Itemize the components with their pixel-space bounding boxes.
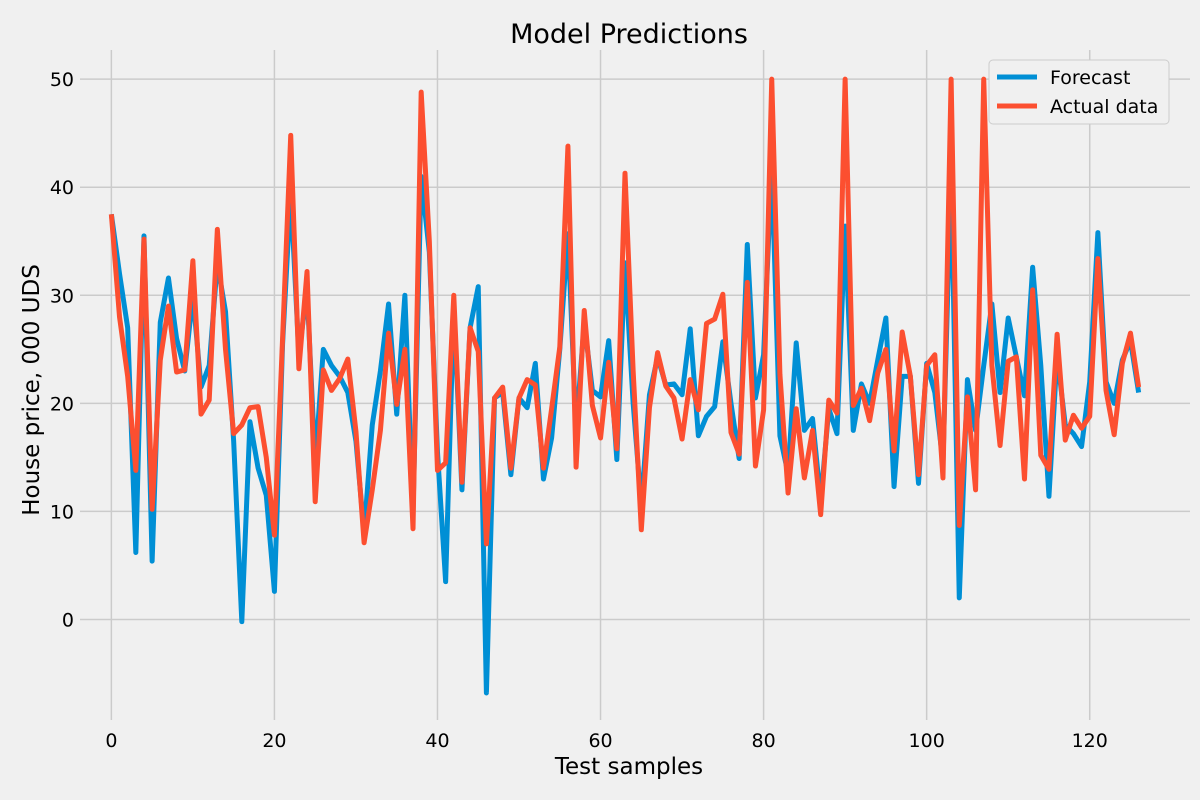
series-lines (108, 76, 1142, 696)
x-tick-label: 60 (588, 730, 612, 752)
x-tick-label: 20 (262, 730, 286, 752)
tick-labels: 0 20 40 60 80 100 120 0 10 20 30 40 50 (50, 69, 1108, 752)
x-tick-label: 120 (1072, 730, 1108, 752)
y-tick-label: 40 (50, 177, 74, 199)
y-tick-label: 30 (50, 285, 74, 307)
x-tick-label: 100 (909, 730, 945, 752)
y-axis-label: House price, 000 UDS (19, 264, 45, 516)
chart-title: Model Predictions (510, 19, 748, 50)
x-tick-label: 40 (425, 730, 449, 752)
series-line-actual-data (108, 76, 1142, 547)
x-axis-label: Test samples (554, 754, 703, 780)
legend: Forecast Actual data (988, 59, 1170, 125)
legend-label: Forecast (1050, 67, 1130, 89)
x-tick-label: 0 (105, 730, 117, 752)
y-tick-label: 10 (50, 501, 74, 523)
x-tick-label: 80 (752, 730, 776, 752)
y-tick-label: 0 (62, 610, 74, 632)
y-tick-label: 20 (50, 393, 74, 415)
y-tick-label: 50 (50, 69, 74, 91)
legend-label: Actual data (1050, 96, 1158, 118)
